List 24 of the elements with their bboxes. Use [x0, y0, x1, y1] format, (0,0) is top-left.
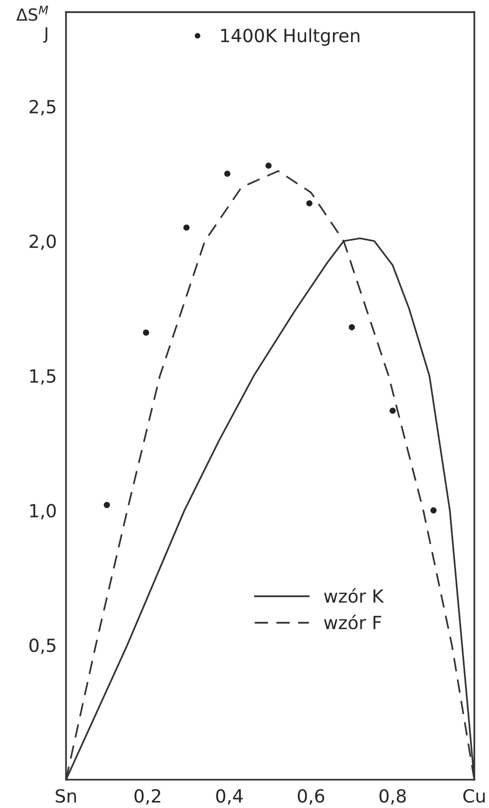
y-axis-title: ΔS$^{M}$ J — [16, 6, 48, 43]
y-tick-label: 1,0 — [30, 504, 56, 520]
point — [183, 224, 190, 231]
point — [224, 170, 230, 177]
x-tick-label: 0,4 — [216, 789, 243, 805]
y-tick-label: 1,5 — [30, 369, 56, 385]
point — [104, 502, 110, 508]
point — [390, 408, 396, 414]
x-tick-label: 0,6 — [298, 789, 324, 805]
point — [348, 324, 355, 330]
y-tick-label: 2,5 — [30, 100, 56, 116]
point — [306, 200, 312, 206]
legend-label: 1400K Hultgren — [221, 28, 360, 46]
x-tick-label: 0,8 — [380, 789, 406, 805]
x-tick-label: Cu — [463, 789, 485, 803]
y-tick-label: 2,0 — [30, 234, 56, 250]
point — [265, 162, 272, 169]
x-tick-label: 0,2 — [134, 789, 160, 805]
legend-label: wzór F — [324, 614, 382, 630]
point — [142, 330, 150, 336]
legend-label: wzór K — [324, 588, 384, 603]
point — [430, 507, 437, 514]
y-tick-label: 0,5 — [29, 638, 56, 654]
x-tick-label: Sn — [56, 789, 76, 803]
